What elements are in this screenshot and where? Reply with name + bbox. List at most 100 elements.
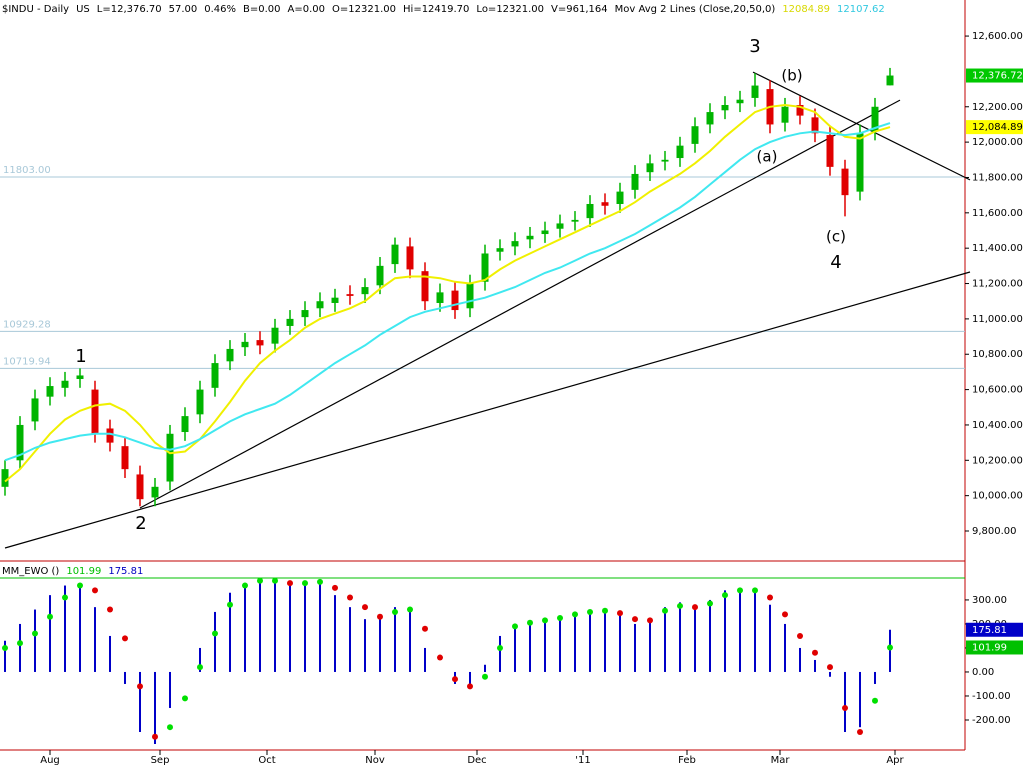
y-tick-label: 11,000.00: [972, 314, 1023, 325]
signal-dot: [677, 602, 683, 609]
y-tick-label: 10,200.00: [972, 455, 1023, 466]
y-tick-label: 11,400.00: [972, 243, 1023, 254]
header-item: O=12321.00: [332, 4, 396, 15]
candle-body: [211, 363, 219, 388]
candle-body: [31, 398, 39, 422]
header-item: A=0.00: [288, 4, 326, 15]
signal-dot: [227, 601, 233, 608]
candle-body: [181, 416, 189, 433]
candle-body: [631, 173, 639, 190]
price-tag-label: 101.99: [972, 642, 1007, 653]
candle-body: [511, 241, 519, 247]
candle-body: [691, 126, 699, 144]
y-tick-label: 12,000.00: [972, 137, 1023, 148]
candle-body: [241, 341, 249, 348]
signal-dot: [122, 635, 128, 642]
signal-dot: [92, 587, 98, 594]
candle-body: [106, 428, 114, 443]
level-label: 10929.28: [3, 319, 51, 330]
candle-body: [781, 106, 789, 123]
x-tick-label: Mar: [771, 755, 791, 766]
candle-body: [256, 340, 264, 346]
signal-dot: [197, 664, 203, 671]
signal-dot: [32, 630, 38, 637]
candle-body: [886, 75, 894, 86]
signal-dot: [707, 600, 713, 607]
x-tick-label: Oct: [258, 755, 275, 766]
candle-body: [331, 297, 339, 303]
y-tick-label: 12,200.00: [972, 102, 1023, 113]
signal-dot: [302, 580, 308, 587]
moving-average: [4, 103, 891, 483]
wave-label: (a): [757, 147, 778, 165]
signal-dot: [77, 582, 83, 589]
candle-body: [811, 117, 819, 134]
header-item: MM_EWO (): [2, 566, 59, 577]
header: MM_EWO () 101.99 175.81: [2, 566, 143, 577]
y-tick-label: 10,400.00: [972, 420, 1023, 431]
signal-dot: [617, 610, 623, 617]
y-tick-label: 11,200.00: [972, 279, 1023, 290]
candle-body: [466, 283, 474, 309]
candle-body: [226, 348, 234, 362]
candle-body: [706, 112, 714, 125]
candle-body: [421, 271, 429, 302]
signal-dot: [482, 673, 488, 680]
candle-body: [571, 219, 579, 222]
x-tick-label: Feb: [678, 755, 696, 766]
signal-dot: [182, 695, 188, 702]
trendline: [4, 271, 971, 549]
header-item: 57.00: [169, 4, 198, 15]
signal-dot: [872, 697, 878, 704]
candle-body: [481, 253, 489, 282]
candle-body: [391, 244, 399, 265]
signal-dot: [392, 608, 398, 615]
signal-dot: [242, 582, 248, 589]
signal-dot: [632, 616, 638, 623]
signal-dot: [212, 630, 218, 637]
header-item: 12107.62: [837, 4, 885, 15]
candle-body: [856, 133, 864, 192]
x-tick-label: '11: [575, 755, 590, 766]
x-tick-label: Aug: [40, 755, 60, 766]
signal-dot: [47, 613, 53, 620]
candle-body: [751, 85, 759, 98]
wave-label: 4: [830, 252, 841, 273]
signal-dot: [17, 640, 23, 647]
candle-body: [166, 433, 174, 482]
x-tick-label: Nov: [365, 755, 385, 766]
candle-body: [316, 301, 324, 309]
candle-body: [1, 469, 9, 487]
candle-body: [496, 248, 504, 252]
header-item: 175.81: [108, 566, 143, 577]
candle-body: [601, 202, 609, 206]
signal-dot: [542, 617, 548, 624]
candle-body: [871, 106, 879, 132]
signal-dot: [287, 580, 293, 587]
candle-body: [46, 386, 54, 397]
signal-dot: [107, 606, 113, 613]
candle-body: [661, 159, 669, 162]
candle-body: [541, 230, 549, 235]
x-tick-label: Dec: [467, 755, 486, 766]
price-tag-label: 175.81: [972, 625, 1007, 636]
y-tick-label: 0.00: [972, 667, 994, 678]
candle-body: [301, 310, 309, 318]
wave-label: 2: [135, 513, 146, 534]
candle-body: [646, 163, 654, 173]
price-tag-label: 12,376.72: [972, 71, 1023, 82]
y-tick-label: 10,000.00: [972, 491, 1023, 502]
candle-body: [556, 223, 564, 229]
candle-body: [796, 105, 804, 116]
header-item: $INDU - Daily: [2, 4, 69, 15]
signal-dot: [557, 614, 563, 621]
candle-body: [136, 474, 144, 500]
signal-dot: [317, 578, 323, 585]
signal-dot: [2, 644, 8, 651]
y-tick-label: 9,800.00: [972, 526, 1017, 537]
wave-label: 3: [749, 36, 760, 57]
signal-dot: [527, 619, 533, 626]
signal-dot: [782, 611, 788, 618]
candle-body: [376, 265, 384, 286]
